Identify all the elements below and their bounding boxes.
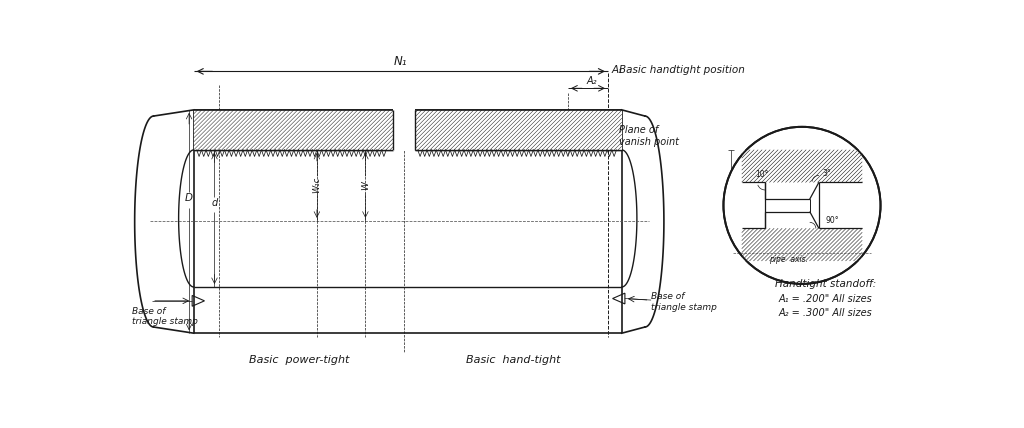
Text: N₁: N₁ [394, 55, 408, 68]
Text: Base of
triangle stamp: Base of triangle stamp [132, 307, 198, 327]
Bar [742, 229, 862, 261]
Bar [194, 110, 622, 150]
Text: A₁ = .200" All sizes: A₁ = .200" All sizes [779, 294, 872, 304]
Text: Basic handtight position: Basic handtight position [618, 65, 744, 75]
Bar [742, 150, 862, 182]
Text: Base of
triangle stamp: Base of triangle stamp [651, 292, 717, 312]
Text: A₁: A₁ [611, 65, 623, 75]
Text: d: d [211, 198, 218, 208]
Text: Basic  hand-tight: Basic hand-tight [466, 355, 560, 365]
Text: 3°: 3° [822, 169, 831, 178]
Text: 90°: 90° [826, 216, 840, 225]
Text: Plane of
vanish point: Plane of vanish point [618, 125, 679, 147]
Circle shape [724, 127, 881, 284]
Text: W: W [360, 181, 370, 190]
Text: A₂: A₂ [587, 76, 597, 86]
Text: Handtight standoff:: Handtight standoff: [775, 279, 877, 289]
Text: D: D [185, 193, 194, 203]
Text: 10°: 10° [756, 170, 769, 179]
Text: W₁c: W₁c [312, 177, 322, 193]
Bar [393, 109, 415, 151]
Text: pipe  axis.: pipe axis. [769, 255, 808, 264]
Text: Basic  power-tight: Basic power-tight [249, 355, 349, 365]
Text: A₂ = .300" All sizes: A₂ = .300" All sizes [779, 308, 872, 318]
